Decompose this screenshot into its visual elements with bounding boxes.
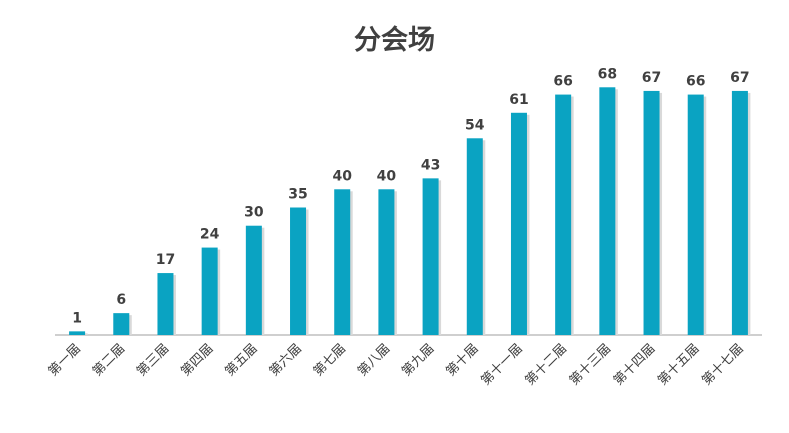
data-label-6: 35 [288,187,307,203]
x-tick-label-3: 第三届 [134,341,172,379]
bar-16 [731,90,748,335]
bar-13 [599,87,616,336]
bar-9 [422,178,439,335]
bar-4 [201,247,218,335]
bar-11 [510,112,527,336]
bar-7 [334,189,351,335]
data-label-13: 68 [598,66,617,82]
data-label-9: 43 [421,157,440,173]
x-tick-label-16: 第十七届 [699,341,746,388]
data-label-2: 6 [116,292,126,308]
bar-3 [157,273,174,335]
data-label-4: 24 [200,227,220,243]
data-label-5: 30 [244,205,264,221]
tick-labels-group: 第一届 第二届 第三届 第四届 第五届 第六届 第七届 第八届 第九届 第十届第十一届第十二届第十… [46,341,747,388]
x-tick-label-8: 第八届 [355,341,393,379]
bar-14 [643,90,660,335]
bar-8 [378,189,395,335]
x-tick-label-14: 第十四届 [611,341,658,388]
x-tick-label-13: 第十三届 [567,341,614,388]
bar-5 [245,225,262,335]
data-label-16: 67 [730,70,749,86]
data-label-14: 67 [642,70,661,86]
bar-10 [466,138,483,335]
data-label-11: 61 [509,92,528,108]
x-tick-label-15: 第十五届 [655,341,702,388]
data-label-3: 17 [156,252,175,268]
x-tick-label-1: 第一届 [46,341,84,379]
x-tick-label-4: 第四届 [178,341,216,379]
data-label-10: 54 [465,117,485,133]
chart-title: 分会场 [354,25,435,56]
data-label-8: 40 [377,168,397,184]
bar-2 [113,313,130,335]
data-label-7: 40 [332,168,352,184]
x-tick-label-6: 第六届 [267,341,305,379]
data-label-15: 66 [686,74,705,90]
bar-6 [290,207,307,335]
x-tick-label-2: 第二届 [90,341,128,379]
x-tick-label-12: 第十二届 [523,341,570,388]
data-label-1: 1 [72,310,82,326]
data-label-12: 66 [553,74,572,90]
x-tick-label-9: 第九届 [399,341,437,379]
bar-1 [69,331,86,335]
data-labels-group: 1 6 17 24 30 35 40 40 43 54 61 66 68 67 66 67 [72,66,749,326]
x-tick-label-11: 第十一届 [478,341,525,388]
x-tick-label-7: 第七届 [311,341,349,379]
x-tick-label-5: 第五届 [222,341,260,379]
bar-15 [687,94,704,335]
bar-12 [555,94,572,335]
x-tick-label-10: 第十届 [443,341,481,379]
bars-group [69,87,751,336]
